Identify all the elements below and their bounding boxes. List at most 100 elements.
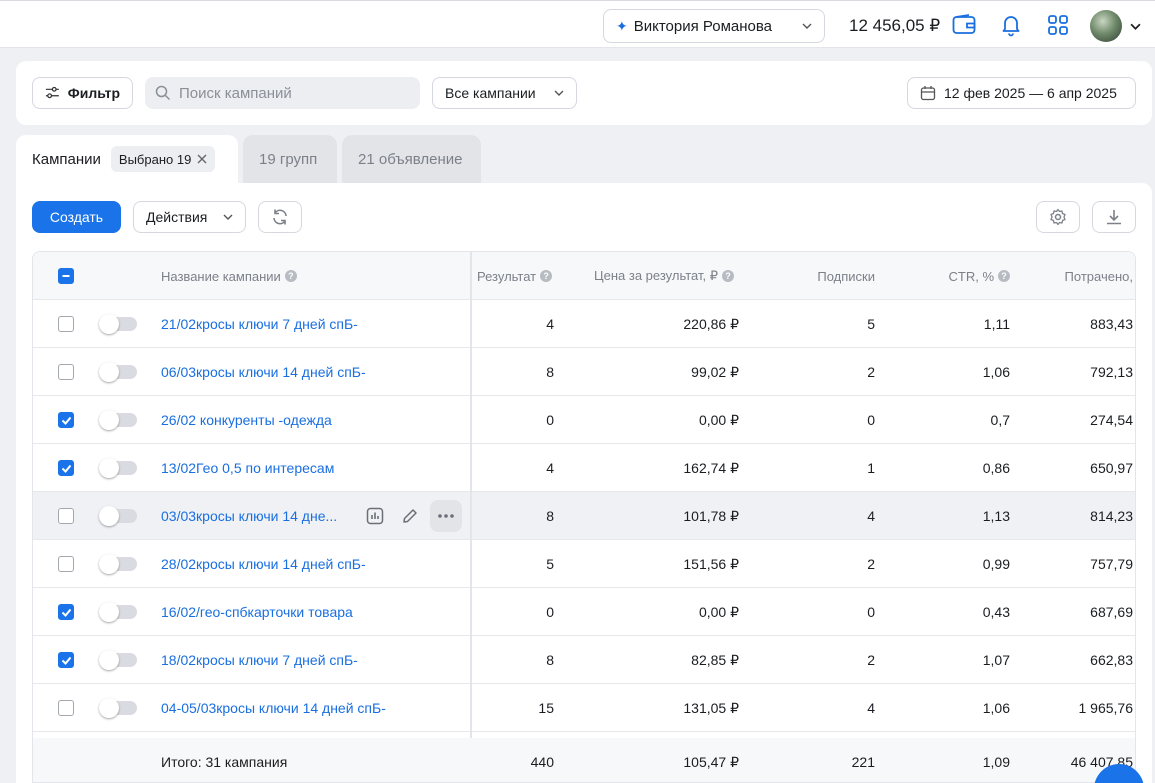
ctr-cell: 1,11	[983, 316, 1010, 332]
row-checkbox[interactable]	[58, 508, 74, 524]
subs-cell: 2	[867, 364, 875, 380]
help-icon[interactable]: ?	[721, 270, 734, 282]
table-row[interactable]: 26/02 конкуренты -одежда 0 0,00 ₽ 0 0,7 274,5…	[33, 396, 1135, 444]
campaign-name-link[interactable]: 04-05/03кросы ключи 14 дней спБ-	[161, 700, 386, 716]
refresh-button[interactable]	[258, 201, 302, 233]
table-row[interactable]: 06/03кросы ключи 14 дней спБ- 8 99,02 ₽ 2 1,…	[33, 348, 1135, 396]
campaign-name-link[interactable]: 13/02Гео 0,5 по интересам	[161, 460, 335, 476]
campaign-toggle[interactable]	[99, 314, 137, 334]
campaign-toggle[interactable]	[99, 650, 137, 670]
row-checkbox[interactable]	[58, 364, 74, 380]
calendar-icon	[920, 86, 936, 101]
settings-button[interactable]	[1036, 201, 1080, 233]
campaign-name-link[interactable]: 03/03кросы ключи 14 дне...	[161, 508, 338, 524]
row-checkbox[interactable]	[58, 460, 74, 476]
search-input[interactable]	[179, 84, 410, 102]
campaign-name-cell: 26/02 конкуренты -одежда	[161, 396, 461, 444]
table-row[interactable]: 04-05/03кросы ключи 14 дней спБ- 15 131,05…	[33, 684, 1135, 732]
col-subs-label: Подписки	[817, 268, 875, 284]
campaign-name-link[interactable]: 28/02кросы ключи 14 дней спБ-	[161, 556, 366, 572]
campaign-toggle[interactable]	[99, 698, 137, 718]
subs-cell: 5	[867, 316, 875, 332]
edit-button[interactable]	[394, 500, 426, 532]
col-price[interactable]: Цена за результат, ₽?	[594, 252, 734, 300]
account-switcher[interactable]: ✦ Виктория Романова	[603, 9, 825, 43]
table-row[interactable]: 03/03кросы ключи 14 дне... 8 101,78 ₽ 4 1,13…	[33, 492, 1135, 540]
chat-button[interactable]	[1094, 764, 1144, 783]
col-spent[interactable]: Потрачено,	[1023, 252, 1133, 300]
status-toggle-cell	[99, 540, 137, 588]
table-row[interactable]: 21/02кросы ключи 7 дней спБ- 4 220,86 ₽ 5 1,…	[33, 300, 1135, 348]
campaign-toggle[interactable]	[99, 362, 137, 382]
row-select-cell	[58, 492, 74, 540]
help-icon[interactable]: ?	[284, 270, 297, 282]
create-button[interactable]: Создать	[32, 201, 121, 233]
bell-icon[interactable]	[999, 13, 1023, 37]
total-row: Итого: 31 кампания 440 105,47 ₽ 221 1,09…	[33, 738, 1135, 782]
status-toggle-cell	[99, 444, 137, 492]
campaign-toggle[interactable]	[99, 506, 137, 526]
tab-campaigns[interactable]: Кампании Выбрано 19	[16, 135, 238, 183]
table-row[interactable]: 16/02/гео-спбкарточки товара 0 0,00 ₽ 0 0,43…	[33, 588, 1135, 636]
campaign-name-link[interactable]: 06/03кросы ключи 14 дней спБ-	[161, 364, 366, 380]
col-subs[interactable]: Подписки	[733, 252, 875, 300]
search-icon	[155, 85, 171, 101]
sparkle-icon: ✦	[616, 17, 628, 34]
search-box[interactable]	[145, 77, 420, 109]
campaign-toggle[interactable]	[99, 458, 137, 478]
row-checkbox[interactable]	[58, 604, 74, 620]
download-icon	[1107, 210, 1121, 225]
campaign-toggle[interactable]	[99, 410, 137, 430]
spent-cell: 883,43	[1090, 316, 1133, 332]
minus-icon	[62, 275, 70, 277]
ctr-cell: 0,99	[982, 556, 1010, 572]
price-cell: 101,78 ₽	[683, 507, 739, 524]
tab-groups[interactable]: 19 групп	[243, 135, 337, 183]
wallet-icon[interactable]	[952, 13, 976, 37]
spent-cell: 274,54	[1090, 412, 1133, 428]
price-cell: 0,00 ₽	[698, 603, 739, 620]
col-ctr-label: CTR, %	[948, 268, 995, 284]
tab-ads[interactable]: 21 объявление	[342, 135, 481, 183]
row-checkbox[interactable]	[58, 652, 74, 668]
campaign-name-link[interactable]: 21/02кросы ключи 7 дней спБ-	[161, 316, 358, 332]
campaign-toggle[interactable]	[99, 602, 137, 622]
table-row[interactable]: 28/02кросы ключи 14 дней спБ- 5 151,56 ₽ 2 0…	[33, 540, 1135, 588]
ctr-cell: 1,06	[982, 364, 1010, 380]
select-all-checkbox[interactable]	[58, 268, 74, 284]
actions-dropdown[interactable]: Действия	[133, 201, 246, 233]
top-bar: ✦ Виктория Романова 12 456,05 ₽	[0, 0, 1155, 48]
download-button[interactable]	[1092, 201, 1136, 233]
row-checkbox[interactable]	[58, 700, 74, 716]
help-icon[interactable]: ?	[540, 270, 553, 282]
apps-grid-icon[interactable]	[1046, 13, 1070, 37]
row-checkbox[interactable]	[58, 412, 74, 428]
col-name[interactable]: Название кампании?	[161, 252, 297, 300]
row-checkbox[interactable]	[58, 556, 74, 572]
close-icon[interactable]	[197, 154, 207, 164]
date-range-picker[interactable]: 12 фев 2025 — 6 апр 2025	[907, 77, 1136, 109]
filter-button[interactable]: Фильтр	[32, 77, 133, 109]
campaign-name-link[interactable]: 18/02кросы ключи 7 дней спБ-	[161, 652, 358, 668]
more-button[interactable]	[430, 500, 462, 532]
avatar[interactable]	[1090, 10, 1122, 42]
campaign-name-link[interactable]: 26/02 конкуренты -одежда	[161, 412, 332, 428]
avatar-chevron-icon[interactable]	[1130, 21, 1141, 32]
help-icon[interactable]: ?	[998, 270, 1010, 282]
campaigns-select[interactable]: Все кампании	[432, 77, 577, 109]
status-toggle-cell	[99, 588, 137, 636]
col-ctr[interactable]: CTR, %?	[873, 252, 1010, 300]
check-icon	[61, 416, 71, 425]
table-row[interactable]: 18/02кросы ключи 7 дней спБ- 8 82,85 ₽ 2 1,0…	[33, 636, 1135, 684]
account-name: Виктория Романова	[633, 17, 773, 35]
subs-cell: 4	[867, 700, 875, 716]
row-checkbox[interactable]	[58, 316, 74, 332]
check-icon	[61, 608, 71, 617]
stats-button[interactable]	[359, 500, 391, 532]
campaign-toggle[interactable]	[99, 554, 137, 574]
table-row[interactable]: 13/02Гео 0,5 по интересам 4 162,74 ₽ 1 0,86 6…	[33, 444, 1135, 492]
balance: 12 456,05 ₽	[849, 16, 941, 35]
selection-chip-label: Выбрано 19	[118, 151, 192, 167]
campaign-name-link[interactable]: 16/02/гео-спбкарточки товара	[161, 604, 353, 620]
col-result[interactable]: Результат?	[477, 252, 553, 300]
